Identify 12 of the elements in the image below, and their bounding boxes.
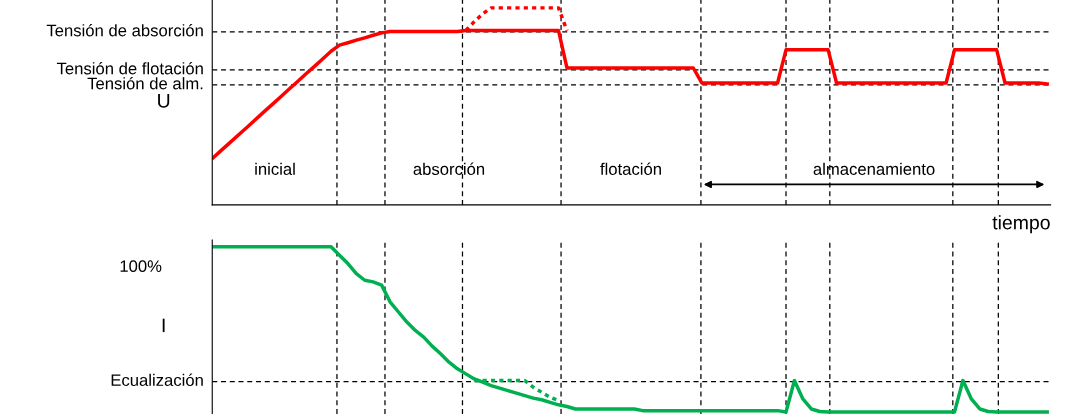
- annotation: inicial: [255, 162, 295, 175]
- ref-line-label: Tensión de absorción: [46, 23, 203, 37]
- annotation: almacenamiento: [813, 162, 935, 175]
- ref-line-label: Tensión de flotación: [56, 61, 203, 75]
- ref-line-label: Ecualización: [111, 373, 203, 387]
- text: 100%: [120, 260, 162, 273]
- annotation: flotación: [600, 162, 661, 175]
- x-axis-title: tiempo: [992, 215, 1050, 234]
- y-axis-title: U: [158, 94, 170, 108]
- annotation: absorción: [413, 162, 485, 175]
- y-axis-title: I: [162, 318, 165, 333]
- ref-line-label: Tensión de alm.: [87, 76, 203, 90]
